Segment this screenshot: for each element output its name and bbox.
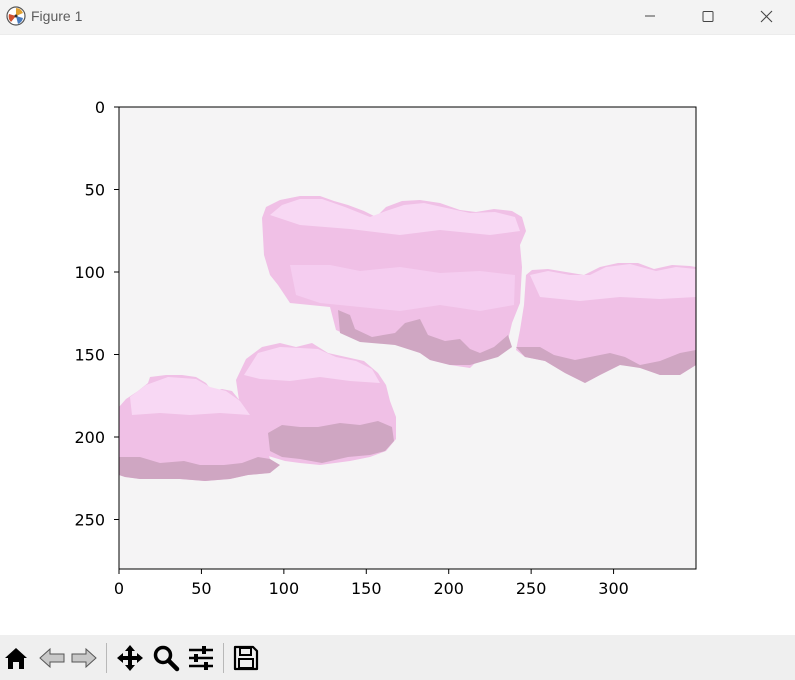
y-tick-label: 250 (74, 511, 105, 530)
save-button[interactable] (232, 644, 260, 672)
forward-arrow-icon (71, 647, 97, 669)
navigation-toolbar (0, 635, 795, 680)
y-tick-label: 50 (85, 181, 105, 200)
x-tick-label: 150 (351, 579, 382, 598)
forward-button[interactable] (70, 644, 98, 672)
y-axis: 0 50 100 150 200 250 (74, 98, 119, 530)
title-bar: Figure 1 (0, 0, 795, 35)
y-tick-label: 100 (74, 263, 105, 282)
magnifier-icon (153, 645, 180, 672)
x-tick-label: 200 (433, 579, 464, 598)
cloud-upper-center (262, 196, 526, 368)
figure-canvas[interactable]: 0 50 100 150 200 250 300 0 50 100 150 200 250 (0, 35, 795, 635)
close-button[interactable] (737, 0, 795, 34)
image-area (118, 106, 697, 570)
zoom-button[interactable] (152, 644, 180, 672)
home-icon (5, 648, 27, 669)
move-icon (117, 645, 143, 671)
back-arrow-icon (39, 647, 65, 669)
minimize-button[interactable] (621, 0, 679, 34)
x-tick-label: 50 (191, 579, 211, 598)
toolbar-separator (223, 643, 224, 673)
close-icon (760, 10, 773, 23)
cloud-right (516, 263, 696, 383)
x-tick-label: 100 (269, 579, 300, 598)
x-tick-label: 0 (114, 579, 124, 598)
back-button[interactable] (38, 644, 66, 672)
pan-button[interactable] (116, 644, 144, 672)
y-tick-label: 150 (74, 346, 105, 365)
sliders-icon (189, 646, 213, 670)
x-axis: 0 50 100 150 200 250 300 (114, 569, 629, 598)
matplotlib-logo-icon (6, 6, 26, 26)
home-button[interactable] (2, 644, 30, 672)
maximize-button[interactable] (679, 0, 737, 34)
x-tick-label: 250 (516, 579, 547, 598)
x-tick-label: 300 (598, 579, 629, 598)
minimize-icon (645, 15, 655, 17)
y-tick-label: 0 (95, 98, 105, 117)
plot-svg: 0 50 100 150 200 250 300 0 50 100 150 200 250 (74, 98, 697, 598)
maximize-icon (702, 11, 714, 22)
toolbar-separator (106, 643, 107, 673)
axes-frame (118, 106, 697, 570)
floppy-disk-icon (233, 645, 259, 671)
cloud-lower-left (119, 375, 280, 481)
configure-subplots-button[interactable] (187, 644, 215, 672)
window-title: Figure 1 (31, 8, 83, 24)
y-tick-label: 200 (74, 428, 105, 447)
cloud-lower-middle (236, 343, 396, 465)
